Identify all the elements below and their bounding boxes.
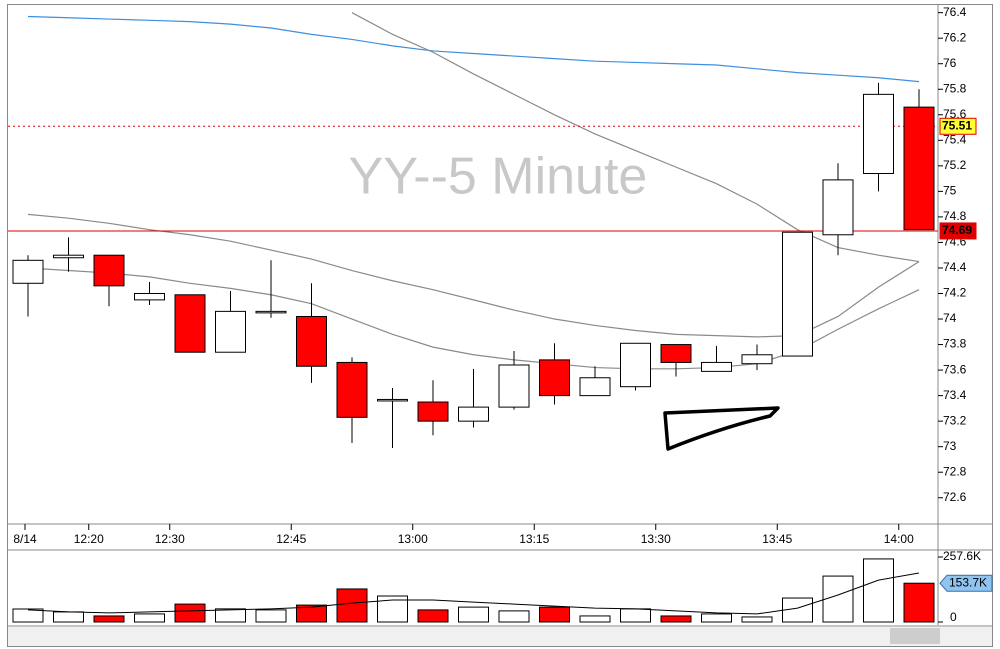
candle-body [660,344,692,363]
moving-average [27,213,920,338]
x-tick-label: 12:20 [74,532,104,546]
candle-body [822,179,854,236]
y-tick-label: 75.4 [943,132,967,146]
x-tick-label: 12:30 [155,532,185,546]
y-tick-label: 75.8 [943,81,967,95]
x-tick-label: 13:45 [762,532,792,546]
volume-bar [660,615,692,623]
volume-bar [296,604,327,623]
y-tick-label: 74 [943,311,957,325]
volume-bar [336,588,368,623]
volume-tick-label: 257.6K [943,549,981,563]
candle-body [93,254,125,287]
volume-bar [417,609,449,623]
x-tick-label: 13:15 [519,532,549,546]
volume-bar [174,603,206,623]
y-tick-label: 72.6 [943,490,967,504]
scroll-thumb[interactable] [890,628,940,644]
volume-bar [12,608,44,623]
volume-bar [741,616,773,623]
candle-body [336,361,368,418]
candle-body [620,342,651,388]
candle-body [903,106,935,231]
drawn-annotation [663,406,780,451]
frame [7,4,993,647]
volume-label: 153.7K [949,575,987,589]
y-tick-label: 75.2 [943,158,967,172]
y-tick-label: 73.8 [943,337,967,351]
y-tick-label: 74.2 [943,286,967,300]
y-tick-label: 74.4 [943,260,967,274]
scrollbar[interactable] [8,627,992,646]
candle-body [498,364,530,408]
volume-label-box [939,574,993,592]
x-tick-label: 12:45 [276,532,306,546]
volume-bar [701,613,732,623]
y-tick-label: 76 [943,56,957,70]
price-label: 74.69 [942,223,972,237]
price-label-box [939,222,977,240]
y-tick-label: 75.6 [943,107,967,121]
candle-body [741,354,773,365]
candle-body [255,310,287,314]
volume-tick-label: 0 [950,610,957,624]
candle-body [12,259,44,284]
y-tick-label: 75 [943,184,957,198]
y-tick-label: 72.8 [943,464,967,478]
moving-average [351,12,920,263]
candle-body [134,292,165,301]
candle-body [539,359,570,397]
y-tick-label: 73 [943,439,957,453]
candle-body [782,231,813,357]
y-tick-label: 73.6 [943,362,967,376]
volume-bar [215,608,246,623]
volume-bar [620,608,651,623]
candle-body [174,294,206,353]
volume-bar [863,558,894,623]
volume-bar [903,582,935,623]
candle-body [53,254,84,259]
volume-bar [53,611,84,623]
volume-bar [822,575,854,623]
x-tick-label: 8/14 [13,532,37,546]
y-tick-label: 76.2 [943,30,967,44]
x-tick-label: 13:00 [398,532,428,546]
y-tick-label: 73.2 [943,413,967,427]
candle-body [377,398,408,402]
price-label-box [939,117,977,135]
volume-bar [134,613,165,623]
candle-body [579,377,611,397]
y-tick-label: 73.4 [943,388,967,402]
x-tick-label: 13:30 [641,532,671,546]
candle-body [458,406,489,422]
volume-bar [93,615,125,623]
volume-bar [498,610,530,623]
watermark-title: YY--5 Minute [349,148,648,206]
price-label: 75.51 [942,118,972,132]
volume-bar [539,606,570,623]
y-tick-label: 74.8 [943,209,967,223]
candle-body [215,310,246,353]
candle-body [701,361,732,372]
volume-bar [458,606,489,623]
candle-body [417,401,449,422]
volume-bar [255,609,287,623]
volume-average [27,572,920,615]
moving-average [27,15,920,83]
candle-body [296,315,327,367]
x-tick-label: 14:00 [884,532,914,546]
y-tick-label: 76.4 [943,5,967,19]
volume-bar [579,615,611,623]
candle-body [863,93,894,175]
